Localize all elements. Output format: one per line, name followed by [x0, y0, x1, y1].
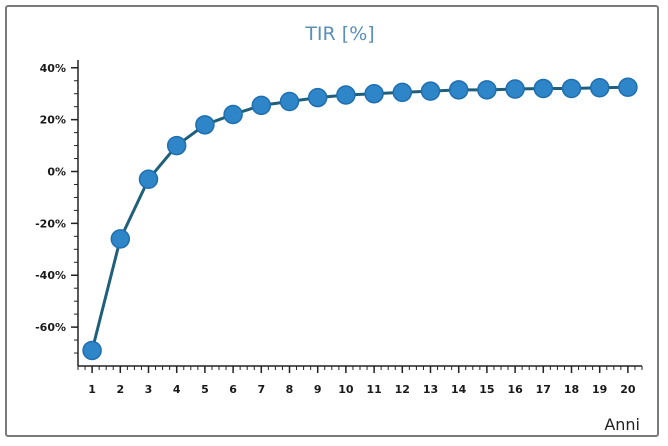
x-axis: 1 2 3 4 5 6 7 8 9 10 11 12 13 14 15 16 17 18 19 20	[77, 365, 643, 396]
data-point	[589, 77, 610, 98]
y-axis: 40% 20% 0% -20% -40% -60%	[35, 60, 79, 366]
y-tick-label: 0%	[47, 166, 66, 179]
x-tick-label: 15	[479, 383, 494, 396]
x-tick-label: 2	[116, 383, 124, 396]
x-tick-label: 6	[229, 383, 237, 396]
data-point	[82, 340, 102, 361]
x-tick-label: 18	[564, 383, 579, 396]
chart-frame	[5, 5, 659, 437]
series-layer	[82, 77, 638, 361]
data-point	[420, 81, 441, 101]
x-tick-label: 14	[451, 383, 467, 396]
x-tick-label: 9	[314, 383, 322, 396]
x-tick-label: 10	[338, 383, 354, 396]
x-tick-label: 8	[286, 383, 294, 396]
data-point	[336, 85, 356, 105]
data-point	[110, 229, 131, 249]
x-tick-label: 20	[620, 383, 636, 396]
x-tick-label: 1	[88, 383, 96, 396]
y-tick-label: 40%	[40, 62, 66, 75]
x-tick-label: 5	[201, 383, 209, 396]
x-tick-label: 13	[423, 383, 438, 396]
y-tick-label: -40%	[35, 269, 66, 282]
data-point	[505, 79, 525, 99]
data-point	[533, 78, 554, 99]
data-point	[195, 115, 215, 135]
x-tick-label: 11	[366, 383, 381, 396]
x-tick-label: 4	[173, 383, 181, 396]
data-point	[392, 82, 413, 103]
data-point	[448, 80, 469, 100]
x-tick-label: 3	[145, 383, 153, 396]
x-axis-label: Anni	[604, 415, 640, 434]
x-tick-label: 17	[536, 383, 551, 396]
data-point	[618, 77, 638, 97]
y-tick-label: -20%	[35, 217, 66, 230]
x-tick-label: 19	[592, 383, 607, 396]
x-tick-label: 12	[395, 383, 410, 396]
data-point	[364, 83, 384, 104]
x-tick-label: 16	[507, 383, 523, 396]
data-point	[166, 135, 187, 156]
series-line	[90, 85, 628, 351]
chart-title: TIR [%]	[304, 23, 374, 45]
x-tick-label: 7	[257, 383, 265, 396]
data-point	[477, 80, 497, 100]
data-point	[279, 91, 300, 112]
data-point	[307, 87, 328, 108]
y-tick-label: 20%	[40, 114, 66, 127]
data-point	[561, 78, 582, 99]
y-tick-label: -60%	[35, 321, 66, 334]
data-point	[251, 95, 272, 116]
data-point	[223, 104, 243, 125]
data-point	[138, 169, 159, 190]
